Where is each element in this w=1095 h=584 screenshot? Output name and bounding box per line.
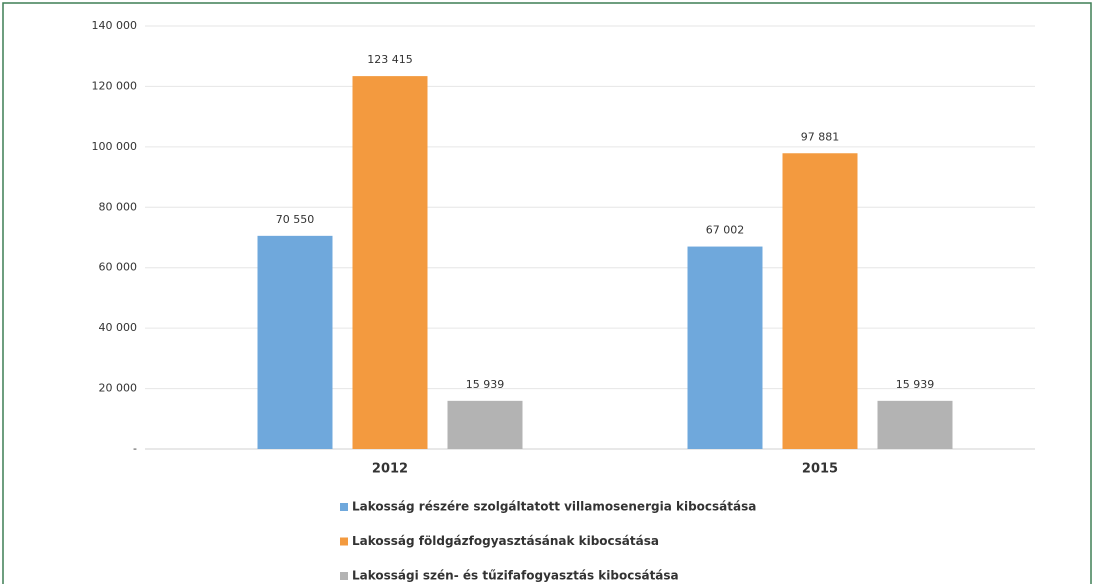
value-label: 15 939 [896,378,935,391]
y-tick-label: 40 000 [99,321,138,334]
bar [257,235,333,449]
bar [447,400,523,449]
y-tick-label: 80 000 [99,200,138,213]
value-label: 15 939 [466,378,505,391]
y-tick-label: 20 000 [99,382,138,395]
value-label: 123 415 [367,53,413,66]
value-label: 70 550 [276,213,315,226]
bar [782,153,858,449]
x-tick-label: 2012 [372,462,408,477]
legend-label: Lakossági szén- és tűzifafogyasztás kibo… [352,569,679,583]
y-tick-label: - [133,442,137,455]
bar [352,76,428,450]
bar [687,246,763,449]
legend-swatch [340,537,348,546]
value-label: 97 881 [801,130,840,143]
legend-swatch [340,572,348,580]
legend-swatch [340,503,348,511]
bar [877,400,953,449]
value-label: 67 002 [706,224,745,237]
legend-label: Lakosság földgázfogyasztásának kibocsátá… [352,534,659,548]
legend-label: Lakosság részére szolgáltatott villamose… [352,500,756,514]
y-tick-label: 120 000 [92,79,138,92]
y-tick-label: 60 000 [99,261,138,274]
x-tick-label: 2015 [802,462,838,477]
y-tick-label: 140 000 [92,19,138,32]
y-tick-label: 100 000 [92,140,138,153]
